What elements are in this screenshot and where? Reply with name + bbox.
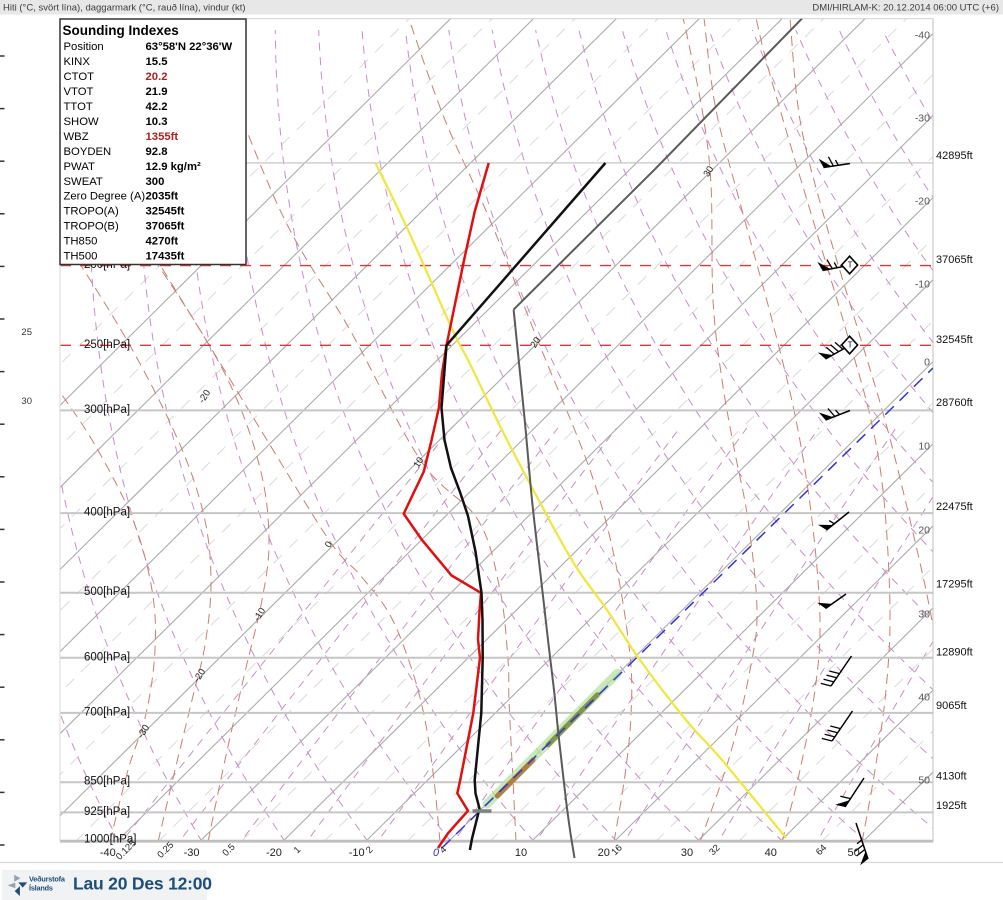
- svg-text:30: 30: [701, 164, 716, 179]
- svg-text:17295ft: 17295ft: [936, 579, 973, 591]
- svg-text:TH850: TH850: [64, 236, 98, 248]
- svg-text:Sounding Indexes: Sounding Indexes: [63, 23, 179, 38]
- svg-text:21.9: 21.9: [146, 86, 168, 98]
- svg-text:-40: -40: [100, 847, 116, 859]
- svg-text:VTOT: VTOT: [64, 86, 94, 98]
- svg-text:4130ft: 4130ft: [936, 771, 967, 783]
- svg-text:20: 20: [528, 335, 543, 350]
- svg-text:15.5: 15.5: [146, 56, 168, 68]
- svg-text:1000[hPa]: 1000[hPa]: [84, 834, 136, 846]
- svg-text:4270ft: 4270ft: [146, 236, 179, 248]
- svg-text:KINX: KINX: [64, 56, 91, 68]
- svg-text:32545ft: 32545ft: [936, 334, 973, 346]
- svg-text:T: T: [848, 341, 853, 350]
- svg-text:22475ft: 22475ft: [936, 501, 973, 513]
- svg-text:400[hPa]: 400[hPa]: [84, 507, 130, 519]
- svg-text:300[hPa]: 300[hPa]: [84, 404, 130, 416]
- svg-text:300: 300: [146, 176, 165, 188]
- svg-text:10: 10: [515, 847, 527, 859]
- svg-text:2: 2: [364, 844, 376, 856]
- svg-text:10.3: 10.3: [146, 116, 168, 128]
- svg-text:30: 30: [21, 396, 32, 407]
- svg-text:30: 30: [681, 847, 693, 859]
- svg-text:40: 40: [918, 692, 930, 704]
- svg-text:Veðurstofa: Veðurstofa: [29, 875, 66, 884]
- svg-text:10: 10: [918, 441, 930, 453]
- svg-text:17435ft: 17435ft: [146, 251, 185, 263]
- svg-text:DMI/HIRLAM-K: 20.12.2014 06:00: DMI/HIRLAM-K: 20.12.2014 06:00 UTC (+6): [812, 3, 999, 14]
- svg-text:BOYDEN: BOYDEN: [64, 146, 112, 158]
- svg-text:0: 0: [433, 847, 440, 859]
- svg-text:-20: -20: [266, 847, 282, 859]
- svg-text:92.8: 92.8: [146, 146, 168, 158]
- svg-text:12890ft: 12890ft: [936, 647, 973, 659]
- svg-text:30: 30: [918, 609, 930, 621]
- svg-text:50: 50: [847, 847, 859, 859]
- svg-text:42.2: 42.2: [146, 101, 168, 113]
- svg-text:T: T: [848, 261, 853, 270]
- svg-text:40: 40: [765, 847, 777, 859]
- svg-text:-30: -30: [184, 847, 200, 859]
- svg-text:-40: -40: [915, 30, 930, 42]
- svg-text:9065ft: 9065ft: [936, 700, 967, 712]
- svg-text:TH500: TH500: [64, 251, 98, 263]
- svg-text:1: 1: [292, 844, 304, 856]
- svg-text:Position: Position: [64, 41, 104, 53]
- svg-text:500[hPa]: 500[hPa]: [84, 586, 130, 598]
- svg-text:600[hPa]: 600[hPa]: [84, 651, 130, 663]
- svg-text:4: 4: [438, 844, 450, 856]
- svg-text:-10: -10: [915, 279, 930, 291]
- svg-text:12.9 kg/m²: 12.9 kg/m²: [146, 161, 201, 173]
- svg-text:-10: -10: [349, 847, 365, 859]
- svg-text:Lau 20 Des 12:00: Lau 20 Des 12:00: [73, 874, 212, 894]
- svg-text:42895ft: 42895ft: [936, 150, 973, 162]
- svg-text:32545ft: 32545ft: [146, 206, 185, 218]
- svg-text:CTOT: CTOT: [64, 71, 95, 83]
- svg-text:TROPO(B): TROPO(B): [64, 221, 119, 233]
- svg-text:-30: -30: [915, 113, 930, 125]
- svg-text:925[hPa]: 925[hPa]: [84, 806, 130, 818]
- svg-text:-20: -20: [915, 196, 930, 208]
- svg-text:SHOW: SHOW: [64, 116, 99, 128]
- svg-text:20.2: 20.2: [146, 71, 168, 83]
- svg-text:1925ft: 1925ft: [936, 800, 967, 812]
- svg-text:700[hPa]: 700[hPa]: [84, 706, 130, 718]
- svg-text:250[hPa]: 250[hPa]: [84, 339, 130, 351]
- svg-text:Hiti (°C, svört lína), daggarm: Hiti (°C, svört lína), daggarmark (°C, r…: [3, 3, 246, 14]
- svg-text:10: 10: [411, 455, 426, 470]
- svg-text:50: 50: [918, 775, 930, 787]
- svg-text:SWEAT: SWEAT: [64, 176, 103, 188]
- svg-text:Zero Degree (A): Zero Degree (A): [64, 191, 146, 203]
- svg-text:20: 20: [598, 847, 610, 859]
- svg-text:0: 0: [323, 540, 335, 550]
- svg-text:Íslands: Íslands: [29, 884, 53, 893]
- svg-text:37065ft: 37065ft: [146, 221, 185, 233]
- svg-text:0: 0: [924, 357, 930, 369]
- svg-text:63°58'N 22°36'W: 63°58'N 22°36'W: [146, 41, 233, 53]
- svg-text:37065ft: 37065ft: [936, 254, 973, 266]
- svg-text:25: 25: [21, 327, 32, 338]
- svg-text:20: 20: [918, 525, 930, 537]
- svg-text:PWAT: PWAT: [64, 161, 95, 173]
- svg-text:2035ft: 2035ft: [146, 191, 179, 203]
- svg-text:1355ft: 1355ft: [146, 131, 179, 143]
- svg-text:TTOT: TTOT: [64, 101, 93, 113]
- svg-text:28760ft: 28760ft: [936, 397, 973, 409]
- svg-text:WBZ: WBZ: [64, 131, 89, 143]
- svg-text:TROPO(A): TROPO(A): [64, 206, 119, 218]
- svg-text:850[hPa]: 850[hPa]: [84, 776, 130, 788]
